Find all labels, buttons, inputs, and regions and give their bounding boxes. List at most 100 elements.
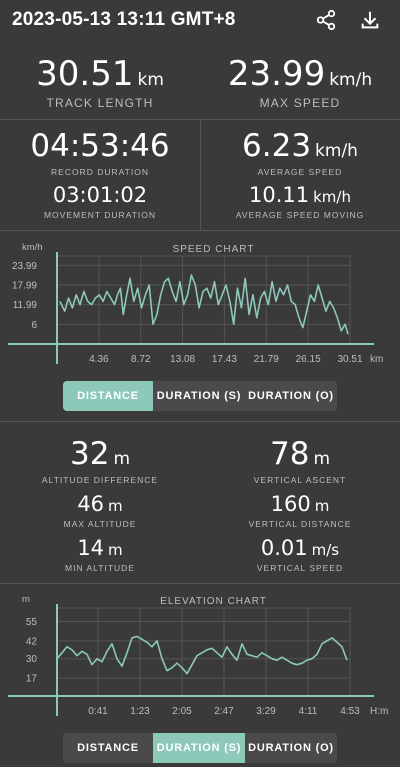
- altitude-difference-value: 32: [69, 436, 110, 472]
- x-tick-label: 2:47: [214, 706, 234, 717]
- vertical-ascent-label: VERTICAL ASCENT: [253, 475, 347, 485]
- vertical-speed-value: 0.01: [260, 536, 308, 560]
- y-tick-label: 42: [26, 636, 38, 647]
- elevation-chart-svg: ELEVATION CHART m 17 30 42 55 0:41 1:23 2:05 2:47…: [8, 594, 388, 717]
- record-duration-value: 04:53:46: [30, 128, 170, 164]
- elevation-chart[interactable]: ELEVATION CHART m 17 30 42 55 0:41 1:23 2:05 2:47…: [0, 588, 400, 722]
- average-speed-moving-value: 10.11: [249, 183, 310, 207]
- vertical-distance-stat: 160 m VERTICAL DISTANCE: [200, 492, 400, 529]
- x-unit-label: km: [370, 354, 383, 365]
- average-speed-moving-label: AVERAGE SPEED MOVING: [235, 210, 365, 220]
- vertical-speed-unit: m/s: [311, 541, 340, 559]
- x-unit-label: H:m: [370, 706, 388, 717]
- record-title: 2023-05-13 13:11 GMT+8: [12, 9, 236, 30]
- y-unit-label: m: [22, 594, 30, 605]
- share-icon: [316, 9, 336, 31]
- elevation-toggle-duration-s[interactable]: DURATION (S): [153, 733, 245, 763]
- y-tick-label: 23.99: [12, 261, 37, 272]
- vertical-distance-value: 160: [270, 492, 311, 516]
- record-duration-label: RECORD DURATION: [51, 167, 149, 177]
- movement-duration-value: 03:01:02: [52, 183, 148, 207]
- divider: [0, 421, 400, 422]
- max-altitude-unit: m: [108, 497, 123, 515]
- speed-chart[interactable]: SPEED CHART km/h 6 11.99 17.99 23.99 4.36 8.72 1…: [0, 236, 400, 370]
- max-speed-label: MAX SPEED: [259, 96, 341, 110]
- speed-toggle-duration-s[interactable]: DURATION (S): [156, 390, 242, 402]
- chart-title: SPEED CHART: [173, 244, 255, 255]
- average-speed-stat: 6.23 km/h AVERAGE SPEED: [200, 128, 400, 177]
- min-altitude-label: MIN ALTITUDE: [65, 563, 135, 573]
- average-speed-moving-unit: km/h: [313, 188, 351, 206]
- x-tick-label: 21.79: [254, 354, 279, 365]
- plot-frame: [56, 255, 351, 345]
- vertical-distance-label: VERTICAL DISTANCE: [248, 519, 352, 529]
- y-tick-label: 11.99: [13, 300, 38, 311]
- y-tick-label: 17: [26, 674, 38, 685]
- x-tick-label: 4:53: [340, 706, 360, 717]
- vertical-speed-label: VERTICAL SPEED: [256, 563, 344, 573]
- altitude-difference-unit: m: [113, 449, 130, 469]
- average-speed-label: AVERAGE SPEED: [257, 167, 343, 177]
- x-tick-label: 4.36: [89, 354, 109, 365]
- track-length-unit: km: [137, 70, 164, 90]
- elevation-toggle-distance[interactable]: DISTANCE: [77, 742, 139, 754]
- min-altitude-value: 14: [77, 536, 105, 560]
- max-altitude-value: 46: [77, 492, 105, 516]
- share-button[interactable]: [308, 2, 344, 38]
- speed-chart-axis-toggle: DISTANCE DURATION (S) DURATION (O): [63, 381, 337, 411]
- speed-chart-svg: SPEED CHART km/h 6 11.99 17.99 23.99 4.36 8.72 1…: [8, 242, 383, 365]
- elevation-chart-axis-toggle: DISTANCE DURATION (S) DURATION (O): [63, 733, 337, 763]
- elevation-toggle-duration-o[interactable]: DURATION (O): [248, 742, 334, 754]
- max-altitude-label: MAX ALTITUDE: [63, 519, 137, 529]
- vertical-ascent-unit: m: [313, 449, 330, 469]
- movement-duration-label: MOVEMENT DURATION: [43, 210, 157, 220]
- download-button[interactable]: [352, 2, 388, 38]
- x-tick-label: 2:05: [172, 706, 192, 717]
- max-speed-value: 23.99: [227, 54, 326, 94]
- max-speed-unit: km/h: [329, 70, 373, 90]
- y-tick-label: 55: [26, 617, 38, 628]
- x-tick-label: 4:11: [299, 706, 318, 717]
- download-icon: [361, 11, 379, 29]
- x-tick-label: 13.08: [170, 354, 195, 365]
- x-tick-label: 17.43: [212, 354, 237, 365]
- record-duration-stat: 04:53:46 RECORD DURATION: [0, 128, 200, 177]
- average-speed-moving-stat: 10.11 km/h AVERAGE SPEED MOVING: [200, 183, 400, 220]
- divider: [0, 230, 400, 231]
- speed-toggle-duration-o[interactable]: DURATION (O): [248, 390, 334, 402]
- track-length-stat: 30.51 km TRACK LENGTH: [0, 54, 200, 110]
- vertical-divider: [200, 120, 201, 230]
- altitude-difference-stat: 32 m ALTITUDE DIFFERENCE: [0, 436, 200, 485]
- x-tick-label: 1:23: [130, 706, 150, 717]
- track-length-label: TRACK LENGTH: [46, 96, 154, 110]
- y-tick-label: 17.99: [12, 280, 37, 291]
- max-altitude-stat: 46 m MAX ALTITUDE: [0, 492, 200, 529]
- top-bar: 2023-05-13 13:11 GMT+8: [0, 0, 400, 40]
- average-speed-unit: km/h: [315, 141, 358, 161]
- y-unit-label: km/h: [22, 242, 43, 253]
- y-tick-label: 6: [31, 320, 37, 331]
- elevation-series-line: [56, 635, 348, 675]
- x-tick-label: 3:29: [256, 706, 276, 717]
- vertical-speed-stat: 0.01 m/s VERTICAL SPEED: [200, 536, 400, 573]
- vertical-ascent-value: 78: [269, 436, 310, 472]
- movement-duration-stat: 03:01:02 MOVEMENT DURATION: [0, 183, 200, 220]
- max-speed-stat: 23.99 km/h MAX SPEED: [200, 54, 400, 110]
- x-tick-label: 0:41: [88, 706, 108, 717]
- chart-title: ELEVATION CHART: [160, 596, 267, 607]
- min-altitude-stat: 14 m MIN ALTITUDE: [0, 536, 200, 573]
- speed-series-line: [59, 274, 349, 335]
- altitude-difference-label: ALTITUDE DIFFERENCE: [41, 475, 159, 485]
- y-tick-label: 30: [26, 654, 38, 665]
- x-tick-label: 26.15: [296, 354, 321, 365]
- x-tick-label: 8.72: [131, 354, 151, 365]
- divider: [0, 583, 400, 584]
- speed-toggle-distance[interactable]: DISTANCE: [63, 381, 153, 411]
- average-speed-value: 6.23: [242, 128, 312, 164]
- vertical-distance-unit: m: [314, 497, 330, 515]
- track-length-value: 30.51: [36, 54, 134, 94]
- divider: [0, 119, 400, 120]
- vertical-ascent-stat: 78 m VERTICAL ASCENT: [200, 436, 400, 485]
- min-altitude-unit: m: [108, 541, 123, 559]
- x-tick-label: 30.51: [337, 354, 362, 365]
